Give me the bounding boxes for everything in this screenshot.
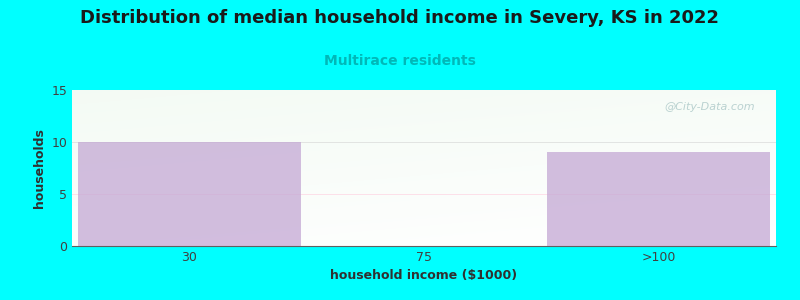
Bar: [547, 152, 770, 246]
X-axis label: household income ($1000): household income ($1000): [330, 269, 518, 282]
Bar: [78, 142, 301, 246]
Text: Distribution of median household income in Severy, KS in 2022: Distribution of median household income …: [81, 9, 719, 27]
Y-axis label: households: households: [33, 128, 46, 208]
Text: @City-Data.com: @City-Data.com: [664, 103, 755, 112]
Text: Multirace residents: Multirace residents: [324, 54, 476, 68]
